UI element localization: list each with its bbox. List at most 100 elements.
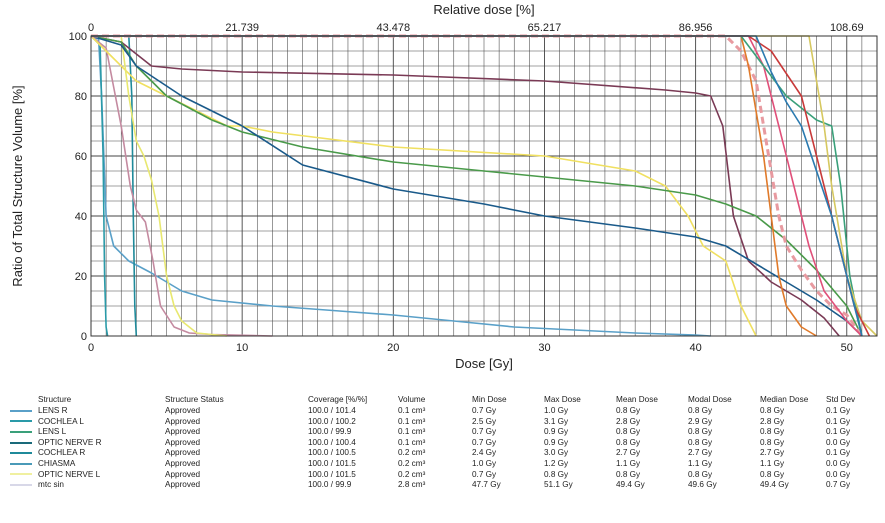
table-cell: Approved: [165, 469, 201, 479]
table-cell: 51.1 Gy: [544, 480, 573, 490]
y-tick-label: 40: [75, 211, 87, 223]
structure-name: COCHLEA L: [38, 416, 84, 426]
table-row[interactable]: LENS R Approved 100.0 / 101.4 0.1 cm³ 0.7 Gy…: [8, 406, 878, 417]
table-cell: 0.1 cm³: [398, 416, 426, 426]
dvh-curve-16: [91, 35, 863, 337]
table-cell: 0.8 Gy: [616, 427, 641, 437]
dvh-curve-9: [90, 35, 863, 337]
header-max-dose[interactable]: Max Dose: [544, 395, 581, 404]
structure-name: LENS R: [38, 406, 68, 415]
x2-tick-label: 65.217: [528, 22, 562, 34]
table-cell: 2.9 Gy: [688, 416, 713, 426]
table-cell: Approved: [165, 448, 201, 458]
table-cell: 0.1 cm³: [398, 427, 426, 437]
table-cell: 0.8 Gy: [616, 469, 641, 479]
table-cell: 0.1 Gy: [826, 448, 851, 458]
structure-color-swatch: [10, 420, 32, 423]
table-cell: 0.1 Gy: [826, 416, 851, 426]
table-cell: 2.7 Gy: [616, 448, 641, 458]
table-cell: 2.7 Gy: [760, 448, 785, 458]
structure-name: CHIASMA: [38, 458, 76, 468]
table-cell: 0.8 Gy: [616, 406, 641, 415]
table-cell: 0.7 Gy: [472, 427, 497, 437]
x-tick-label: 30: [538, 342, 550, 354]
table-cell: 0.8 Gy: [688, 427, 713, 437]
dvh-curve-8: [90, 35, 863, 337]
table-cell: 49.4 Gy: [616, 480, 645, 490]
table-cell: 49.4 Gy: [760, 480, 789, 490]
x-tick-label: 50: [841, 342, 853, 354]
table-cell: 100.0 / 100.2: [308, 416, 356, 426]
x2-tick-label: 108.69: [830, 22, 864, 34]
y-tick-label: 20: [75, 271, 87, 283]
header-coverage[interactable]: Coverage [%/%]: [308, 395, 368, 404]
header-median-dose[interactable]: Median Dose: [760, 395, 809, 404]
table-cell: Approved: [165, 427, 201, 437]
dvh-curve-12: [91, 35, 817, 337]
table-cell: 0.9 Gy: [544, 427, 569, 437]
structure-name-cell: OPTIC NERVE L: [8, 470, 163, 481]
header-structure-status[interactable]: Structure Status: [165, 395, 224, 404]
header-volume[interactable]: Volume: [398, 395, 426, 404]
table-cell: 1.1 Gy: [616, 458, 641, 468]
table-row[interactable]: COCHLEA R Approved 100.0 / 100.5 0.2 cm³ 2.4…: [8, 448, 878, 459]
header-modal-dose[interactable]: Modal Dose: [688, 395, 732, 404]
table-cell: 0.9 Gy: [544, 437, 569, 447]
structure-name-cell: LENS R: [8, 406, 163, 417]
table-cell: 0.2 cm³: [398, 458, 426, 468]
table-cell: 0.7 Gy: [472, 437, 497, 447]
table-cell: 100.0 / 101.5: [308, 458, 356, 468]
dvh-curve-6: [91, 35, 228, 337]
y-tick-label: 0: [81, 331, 87, 343]
table-row[interactable]: LENS L Approved 100.0 / 99.9 0.1 cm³ 0.7 Gy 0…: [8, 427, 878, 438]
table-cell: 0.7 Gy: [472, 469, 497, 479]
x-tick-label: 20: [387, 342, 399, 354]
header-std-dev[interactable]: Std Dev: [826, 395, 856, 404]
table-cell: Approved: [165, 416, 201, 426]
table-cell: 1.1 Gy: [760, 458, 785, 468]
dvh-curve-4: [90, 35, 273, 337]
x-tick-label: 10: [236, 342, 248, 354]
table-cell: 100.0 / 101.5: [308, 469, 356, 479]
structure-color-swatch: [10, 473, 32, 476]
header-structure[interactable]: Structure: [38, 395, 72, 404]
table-cell: 0.8 Gy: [688, 469, 713, 479]
table-cell: 0.8 Gy: [544, 469, 569, 479]
header-mean-dose[interactable]: Mean Dose: [616, 395, 658, 404]
table-cell: 49.6 Gy: [688, 480, 717, 490]
header-min-dose[interactable]: Min Dose: [472, 395, 507, 404]
table-row[interactable]: COCHLEA L Approved 100.0 / 100.2 0.1 cm³ 2.5…: [8, 417, 878, 428]
structure-name: COCHLEA R: [38, 448, 86, 458]
table-row[interactable]: CHIASMA Approved 100.0 / 101.5 0.2 cm³ 1.0 G…: [8, 459, 878, 470]
structure-name-cell: COCHLEA R: [8, 448, 163, 459]
structure-name-cell: mtc sin: [8, 480, 163, 491]
table-cell: 0.1 cm³: [398, 437, 426, 447]
table-cell: 0.0 Gy: [826, 458, 851, 468]
table-cell: 1.0 Gy: [544, 406, 569, 415]
table-header-row: Structure Structure Status Coverage [%/%…: [8, 393, 878, 406]
x-tick-label: 40: [689, 342, 701, 354]
table-cell: 2.5 Gy: [472, 416, 497, 426]
structure-name: OPTIC NERVE R: [38, 437, 102, 447]
table-cell: 2.8 Gy: [616, 416, 641, 426]
relative-dose-axis-title: Relative dose [%]: [433, 2, 534, 17]
table-cell: 3.0 Gy: [544, 448, 569, 458]
x-tick-label: 0: [88, 342, 94, 354]
y-tick-label: 80: [75, 91, 87, 103]
x2-tick-label: 43.478: [376, 22, 410, 34]
dvh-curves: [90, 34, 878, 337]
table-cell: 0.7 Gy: [472, 406, 497, 415]
table-cell: Approved: [165, 437, 201, 447]
table-cell: 0.1 cm³: [398, 406, 426, 415]
table-cell: Approved: [165, 406, 201, 415]
dvh-curve-11: [91, 35, 863, 337]
table-cell: 0.8 Gy: [688, 406, 713, 415]
table-row[interactable]: OPTIC NERVE L Approved 100.0 / 101.5 0.2 cm…: [8, 470, 878, 481]
table-cell: 0.2 cm³: [398, 448, 426, 458]
table-row[interactable]: OPTIC NERVE R Approved 100.0 / 100.4 0.1 cm…: [8, 438, 878, 449]
table-row[interactable]: mtc sin Approved 100.0 / 99.9 2.8 cm³ 47.7 G…: [8, 480, 878, 491]
table-cell: 1.1 Gy: [688, 458, 713, 468]
table-cell: 100.0 / 100.5: [308, 448, 356, 458]
